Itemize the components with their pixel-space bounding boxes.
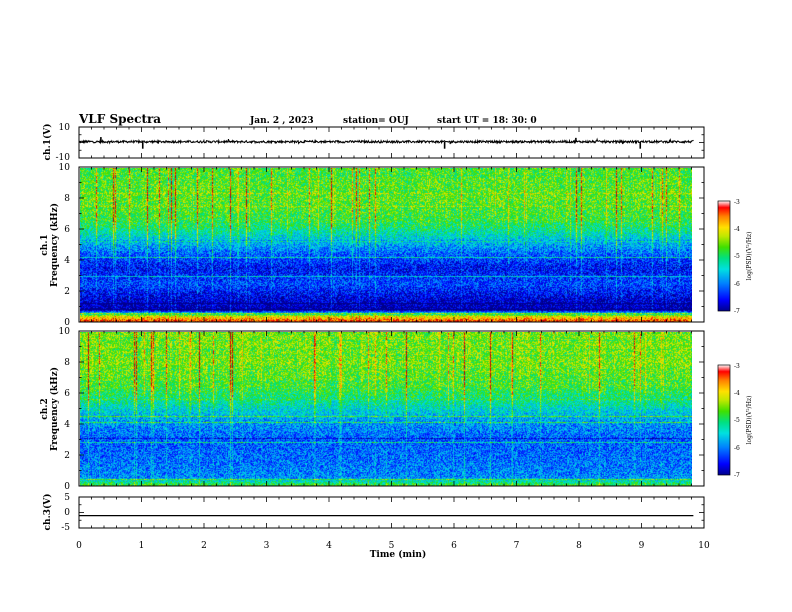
ch2-spec-ytick-10: 10 xyxy=(59,327,71,337)
ch2-cbar-tick-m6: -6 xyxy=(734,445,740,452)
ch3-wave-ytick-5: 5 xyxy=(64,493,70,503)
x-axis-label: Time (min) xyxy=(370,549,427,560)
ch1-spec-ytick-10: 10 xyxy=(59,163,71,173)
ch1-cbar-tick-m5: -5 xyxy=(734,253,740,260)
ch3-waveform-panel: 5 0 -5 ch.3(V) Time (min) 0 1 2 3 4 5 6 7 8 9 10 xyxy=(42,493,710,560)
x-tick-label: 6 xyxy=(451,541,457,551)
ch3-wave-ylabel: ch.3(V) xyxy=(42,494,53,531)
ch2-spec-ytick-6: 6 xyxy=(64,389,70,399)
x-tick-label: 2 xyxy=(201,541,207,551)
ch1-spec-ylabel-frequency: Frequency (kHz) xyxy=(49,203,60,287)
ch3-wave-ytick-0: 0 xyxy=(64,508,70,518)
ch2-spec-ytick-4: 4 xyxy=(64,420,70,430)
ch1-spec-ytick-8: 8 xyxy=(64,194,70,204)
header-start-time: start UT = 18: 30: 0 xyxy=(437,116,537,126)
x-tick-label: 7 xyxy=(514,541,520,551)
ch2-spec-ytick-0: 0 xyxy=(64,482,70,492)
x-tick-label: 5 xyxy=(389,541,395,551)
ch3-wave-ytick-m5: -5 xyxy=(61,523,70,533)
ch2-cbar-tick-m3: -3 xyxy=(734,363,740,370)
ch2-spec-ytick-2: 2 xyxy=(64,451,70,461)
ch1-wave-ytick-top: 10 xyxy=(59,123,71,133)
ch1-spectrogram-panel: 0 2 4 6 8 10 ch.1 Frequency (kHz) - xyxy=(40,163,753,328)
x-tick-label: 8 xyxy=(576,541,582,551)
ch1-spec-ytick-4: 4 xyxy=(64,256,70,266)
ch2-cbar-tick-m4: -4 xyxy=(734,390,740,397)
header-date: Jan. 2 , 2023 xyxy=(249,116,314,126)
ch2-spectrogram-panel: 0 2 4 6 8 10 ch.2 Frequency (kHz) -3 -4 … xyxy=(40,327,753,492)
figure-title: VLF Spectra xyxy=(78,112,161,126)
ch1-cbar-tick-m6: -6 xyxy=(734,281,740,288)
ch1-spec-ytick-6: 6 xyxy=(64,225,70,235)
x-tick-label: 4 xyxy=(326,541,332,551)
ch2-spec-ylabel-channel: ch.2 xyxy=(40,398,50,419)
ch2-spec-ytick-8: 8 xyxy=(64,358,70,368)
ch1-spectrogram-image xyxy=(80,168,692,322)
x-tick-label: 1 xyxy=(139,541,145,551)
ch1-spec-ytick-0: 0 xyxy=(64,318,70,328)
x-tick-label: 3 xyxy=(264,541,270,551)
x-tick-label: 10 xyxy=(698,541,710,551)
header-station: station= OUJ xyxy=(343,116,409,126)
ch2-cbar-tick-m7: -7 xyxy=(734,472,740,479)
ch1-cbar-tick-m3: -3 xyxy=(734,199,740,206)
ch1-spec-ytick-2: 2 xyxy=(64,287,70,297)
ch1-cbar-tick-m7: -7 xyxy=(734,308,740,315)
ch1-wave-ylabel: ch.1(V) xyxy=(42,124,53,161)
ch1-cbar-tick-m4: -4 xyxy=(734,226,740,233)
ch1-wave-trace xyxy=(79,137,694,145)
ch2-cbar-tick-m5: -5 xyxy=(734,417,740,424)
x-tick-label: 0 xyxy=(76,541,82,551)
ch1-colorbar xyxy=(717,200,731,312)
ch1-colorbar-label: log(PSD)(V²/Hz) xyxy=(746,232,753,281)
ch2-colorbar xyxy=(717,364,731,476)
ch2-colorbar-label: log(PSD)(V²/Hz) xyxy=(746,396,753,445)
x-tick-label: 9 xyxy=(639,541,645,551)
ch2-spec-ylabel-frequency: Frequency (kHz) xyxy=(49,367,60,451)
ch2-spectrogram-image xyxy=(80,332,692,486)
ch1-spec-ylabel-channel: ch.1 xyxy=(40,234,50,255)
ch1-wave-ytick-bottom: -10 xyxy=(56,153,71,163)
